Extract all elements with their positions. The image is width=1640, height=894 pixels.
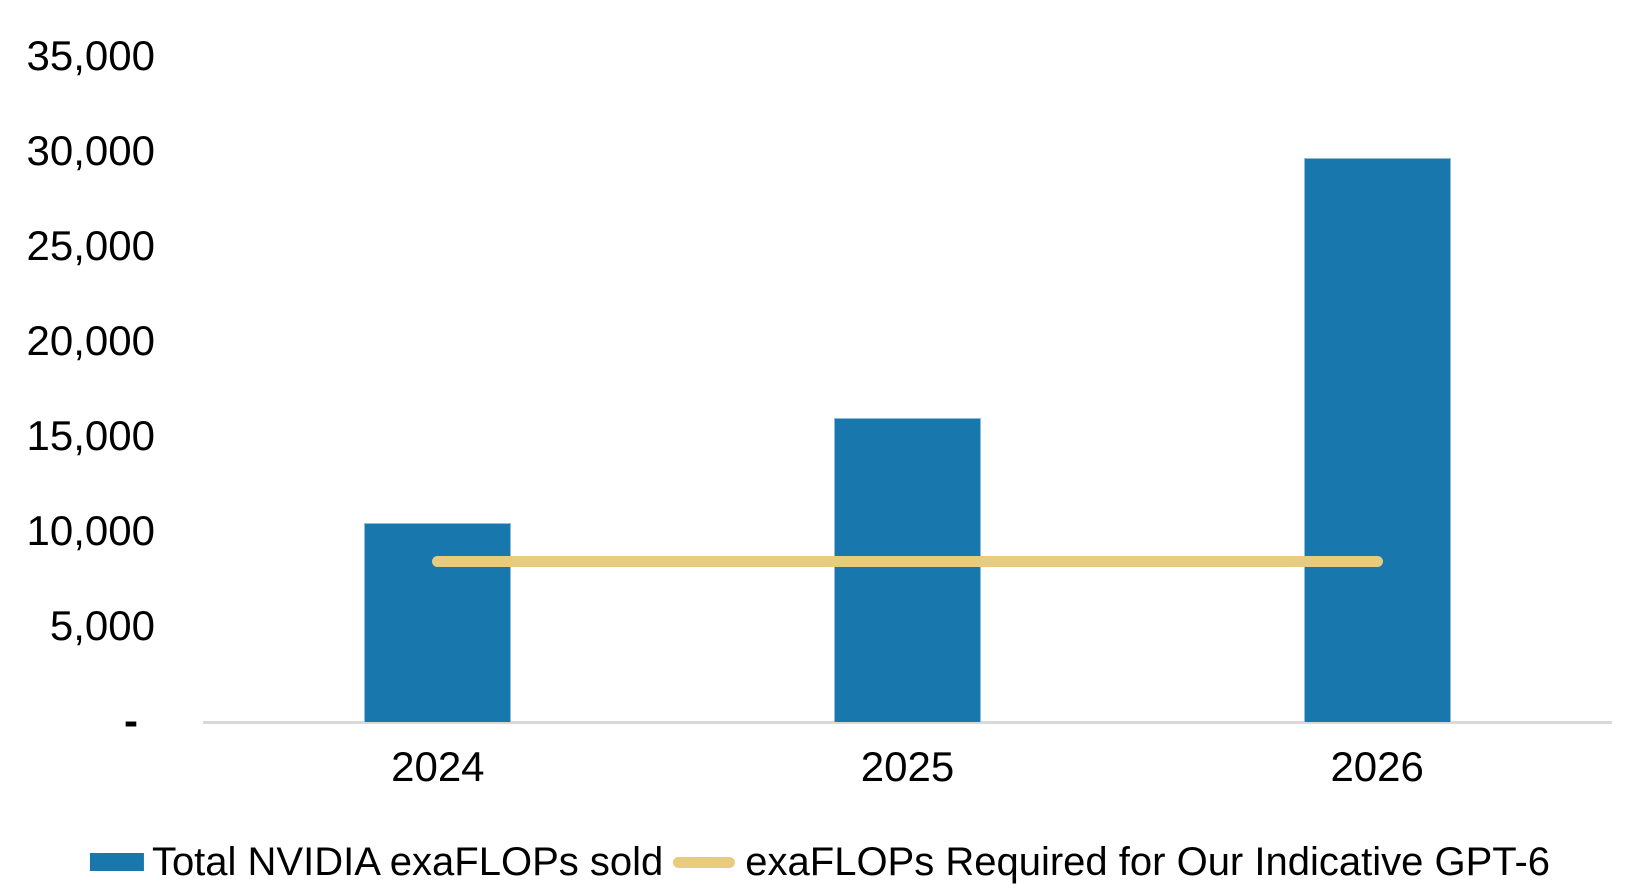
y-axis-tick-label: 25,000 [26,222,155,270]
x-axis-tick-label: 2024 [391,743,485,790]
legend-label-bar-series: Total NVIDIA exaFLOPs sold [151,840,664,884]
y-axis-tick-label: 35,000 [26,32,155,80]
bar-2026 [1303,157,1451,722]
y-axis-tick-label: - [124,697,138,745]
y-axis-tick-label: 5,000 [49,602,155,650]
legend-label-line-series: exaFLOPs Required for Our Indicative GPT… [745,840,1551,884]
y-axis-tick-label: 15,000 [26,412,155,460]
x-axis-tick-label: 2026 [1330,743,1424,790]
y-axis-tick-label: 10,000 [26,507,155,555]
legend: Total NVIDIA exaFLOPs sold exaFLOPs Requ… [89,840,1551,884]
x-axis-tick-label: 2025 [860,743,955,790]
y-axis-tick-label: 20,000 [26,317,155,365]
bar-2024 [364,522,512,722]
bar-2025 [834,418,981,722]
legend-bar-swatch [89,853,144,871]
gpt6-requirement-line [432,555,1383,567]
x-axis-line [203,721,1612,724]
legend-line-swatch [673,856,736,868]
y-axis-tick-label: 30,000 [26,127,155,175]
